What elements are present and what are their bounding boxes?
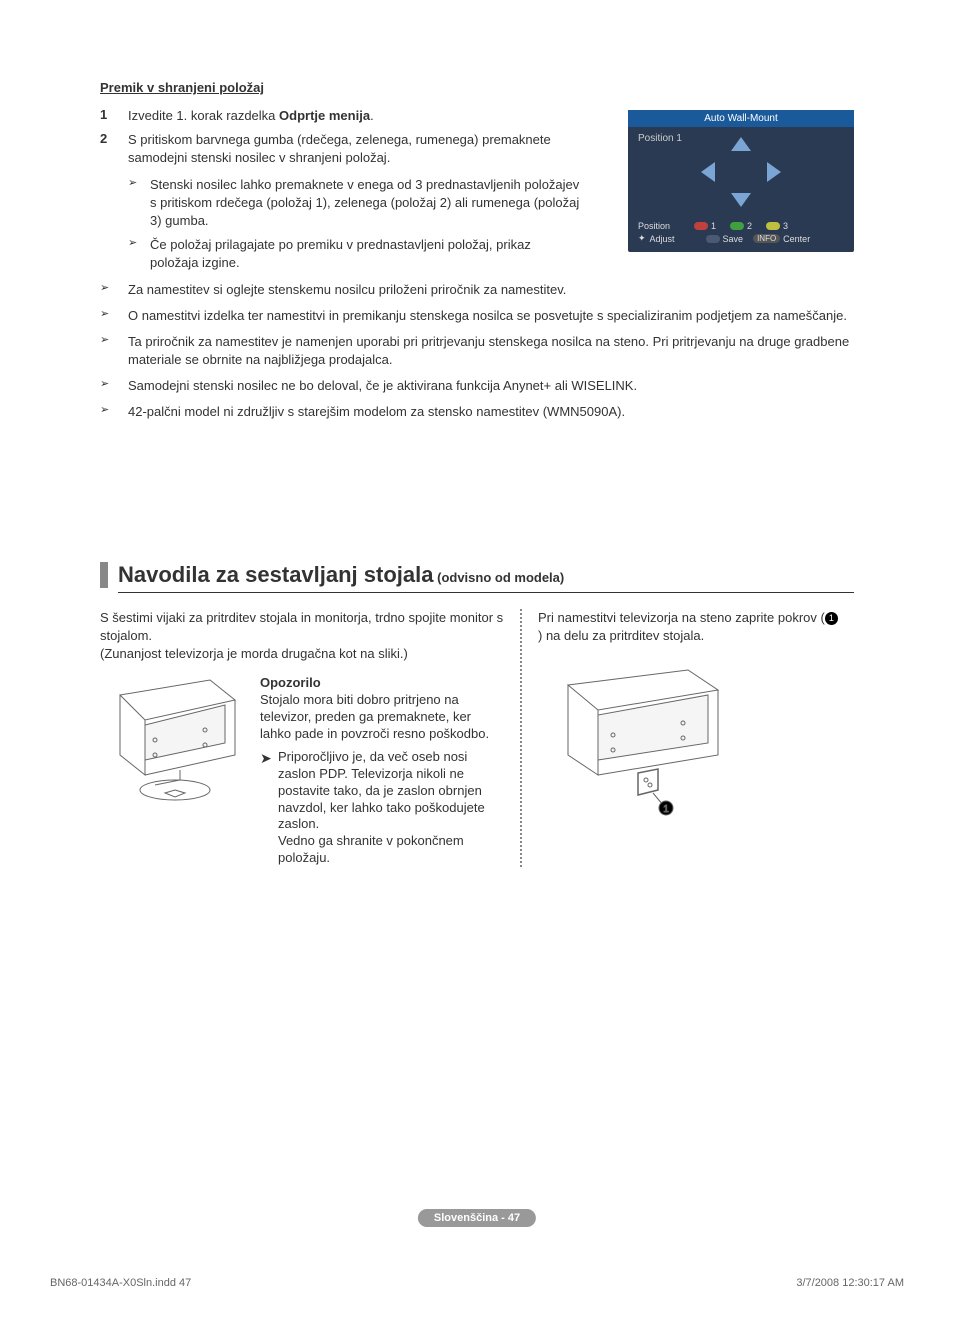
osd-save: Save <box>723 234 744 244</box>
nav-icon: ✦ <box>638 233 646 244</box>
osd-footer-position: Position <box>638 221 694 231</box>
recommendation-text: Priporočljivo je, da več oseb nosi zaslo… <box>278 749 504 867</box>
sub-item: ➢ Stenski nosilec lahko premaknete v ene… <box>128 176 580 231</box>
left-intro: S šestimi vijaki za pritrditev stojala i… <box>100 609 504 645</box>
osd-pos-2: 2 <box>747 221 752 231</box>
osd-footer: Position 1 2 3 ✦ Adjust Save INFO Center <box>628 217 854 252</box>
bullet-item: ➢ Za namestitev si oglejte stenskemu nos… <box>100 281 854 299</box>
step-text: S pritiskom barvnega gumba (rdečega, zel… <box>128 131 580 167</box>
recommendation-item: ➤ Priporočljivo je, da več oseb nosi zas… <box>260 749 504 867</box>
document-footer: BN68-01434A-X0Sln.indd 47 3/7/2008 12:30… <box>50 1277 904 1289</box>
osd-adjust: Adjust <box>650 234 706 244</box>
arrow-icon: ➢ <box>128 176 150 231</box>
step-text-pre: Izvedite 1. korak razdelka <box>128 108 279 123</box>
bullet-text: 42-palčni model ni združljiv s starejšim… <box>128 403 625 421</box>
rec-text-2: Vedno ga shranite v pokončnem položaju. <box>278 833 464 865</box>
sub-text: Če položaj prilagajate po premiku v pred… <box>150 236 580 272</box>
svg-text:1: 1 <box>663 804 669 815</box>
warning-text: Stojalo mora biti dobro pritrjeno na tel… <box>260 692 504 743</box>
column-right: Pri namestitvi televizorja na steno zapr… <box>520 609 840 867</box>
arrow-icon: ➢ <box>100 281 128 299</box>
osd-pos-1: 1 <box>711 221 716 231</box>
bullet-item: ➢ O namestitvi izdelka ter namestitvi in… <box>100 307 854 325</box>
left-note: (Zunanjost televizorja je morda drugačna… <box>100 645 504 663</box>
heading-underline <box>118 592 854 593</box>
section-title: Premik v shranjeni položaj <box>100 80 580 95</box>
step-number: 2 <box>100 131 128 167</box>
left-content-row: Opozorilo Stojalo mora biti dobro pritrj… <box>100 675 504 867</box>
bullet-item: ➢ 42-palčni model ni združljiv s starejš… <box>100 403 854 421</box>
osd-panel: Auto Wall-Mount Position 1 Position 1 2 … <box>628 110 854 252</box>
arrow-icon: ➢ <box>128 236 150 272</box>
warning-title: Opozorilo <box>260 675 504 690</box>
right-text-pre: Pri namestitvi televizorja na steno zapr… <box>538 610 825 625</box>
two-column-layout: S šestimi vijaki za pritrditev stojala i… <box>100 609 854 867</box>
arrow-down-icon <box>731 193 751 207</box>
arrow-icon: ➢ <box>100 307 128 325</box>
arrow-icon: ➤ <box>260 749 278 867</box>
arrow-icon: ➢ <box>100 333 128 369</box>
rec-text-1: Priporočljivo je, da več oseb nosi zaslo… <box>278 749 485 832</box>
sub-text: Stenski nosilec lahko premaknete v enega… <box>150 176 580 231</box>
bullet-item: ➢ Samodejni stenski nosilec ne bo delova… <box>100 377 854 395</box>
info-badge: INFO <box>753 234 780 243</box>
osd-title: Auto Wall-Mount <box>628 110 854 127</box>
pill-icon <box>706 235 720 243</box>
step-text: Izvedite 1. korak razdelka Odprtje menij… <box>128 107 580 125</box>
bullet-text: Ta priročnik za namestitev je namenjen u… <box>128 333 854 369</box>
section-saved-position: Premik v shranjeni položaj 1 Izvedite 1.… <box>100 80 854 422</box>
osd-body: Position 1 <box>628 127 854 217</box>
osd-navigation-arrows <box>701 137 781 207</box>
right-text-post: ) na delu za pritrditev stojala. <box>538 628 704 643</box>
right-text: Pri namestitvi televizorja na steno zapr… <box>538 609 840 645</box>
tv-wall-illustration: 1 <box>538 665 738 825</box>
green-pill-icon <box>730 222 744 230</box>
sub-list: ➢ Stenski nosilec lahko premaknete v ene… <box>128 176 580 273</box>
osd-pos-3: 3 <box>783 221 788 231</box>
doc-footer-left: BN68-01434A-X0Sln.indd 47 <box>50 1277 191 1289</box>
step-text-bold: Odprtje menija <box>279 108 370 123</box>
bullet-text: Samodejni stenski nosilec ne bo deloval,… <box>128 377 637 395</box>
tv-stand-illustration <box>100 675 250 815</box>
bullet-text: O namestitvi izdelka ter namestitvi in p… <box>128 307 847 325</box>
arrow-left-icon <box>701 162 715 182</box>
step-2: 2 S pritiskom barvnega gumba (rdečega, z… <box>100 131 580 167</box>
doc-footer-right: 3/7/2008 12:30:17 AM <box>796 1277 904 1289</box>
red-pill-icon <box>694 222 708 230</box>
step-text-post: . <box>370 108 374 123</box>
yellow-pill-icon <box>766 222 780 230</box>
arrow-icon: ➢ <box>100 377 128 395</box>
osd-adjust-row: ✦ Adjust Save INFO Center <box>638 233 844 244</box>
step-number: 1 <box>100 107 128 125</box>
arrow-up-icon <box>731 137 751 151</box>
bullet-item: ➢ Ta priročnik za namestitev je namenjen… <box>100 333 854 369</box>
heading-text: Navodila za sestavljanj stojala <box>118 562 433 587</box>
bullet-list: ➢ Za namestitev si oglejte stenskemu nos… <box>100 281 854 422</box>
heading-subtitle: (odvisno od modela) <box>437 570 564 585</box>
column-left: S šestimi vijaki za pritrditev stojala i… <box>100 609 520 867</box>
main-heading: Navodila za sestavljanj stojala (odvisno… <box>100 562 854 588</box>
arrow-icon: ➢ <box>100 403 128 421</box>
warning-block: Opozorilo Stojalo mora biti dobro pritrj… <box>260 675 504 867</box>
section-left-content: Premik v shranjeni položaj 1 Izvedite 1.… <box>100 80 580 273</box>
page-footer: Slovenščina - 47 <box>418 1209 536 1227</box>
osd-center: Center <box>783 234 810 244</box>
arrow-right-icon <box>767 162 781 182</box>
sub-item: ➢ Če položaj prilagajate po premiku v pr… <box>128 236 580 272</box>
step-1: 1 Izvedite 1. korak razdelka Odprtje men… <box>100 107 580 125</box>
osd-position-row: Position 1 2 3 <box>638 221 844 231</box>
bullet-text: Za namestitev si oglejte stenskemu nosil… <box>128 281 566 299</box>
circled-number: 1 <box>825 612 838 625</box>
step-list: 1 Izvedite 1. korak razdelka Odprtje men… <box>100 107 580 168</box>
